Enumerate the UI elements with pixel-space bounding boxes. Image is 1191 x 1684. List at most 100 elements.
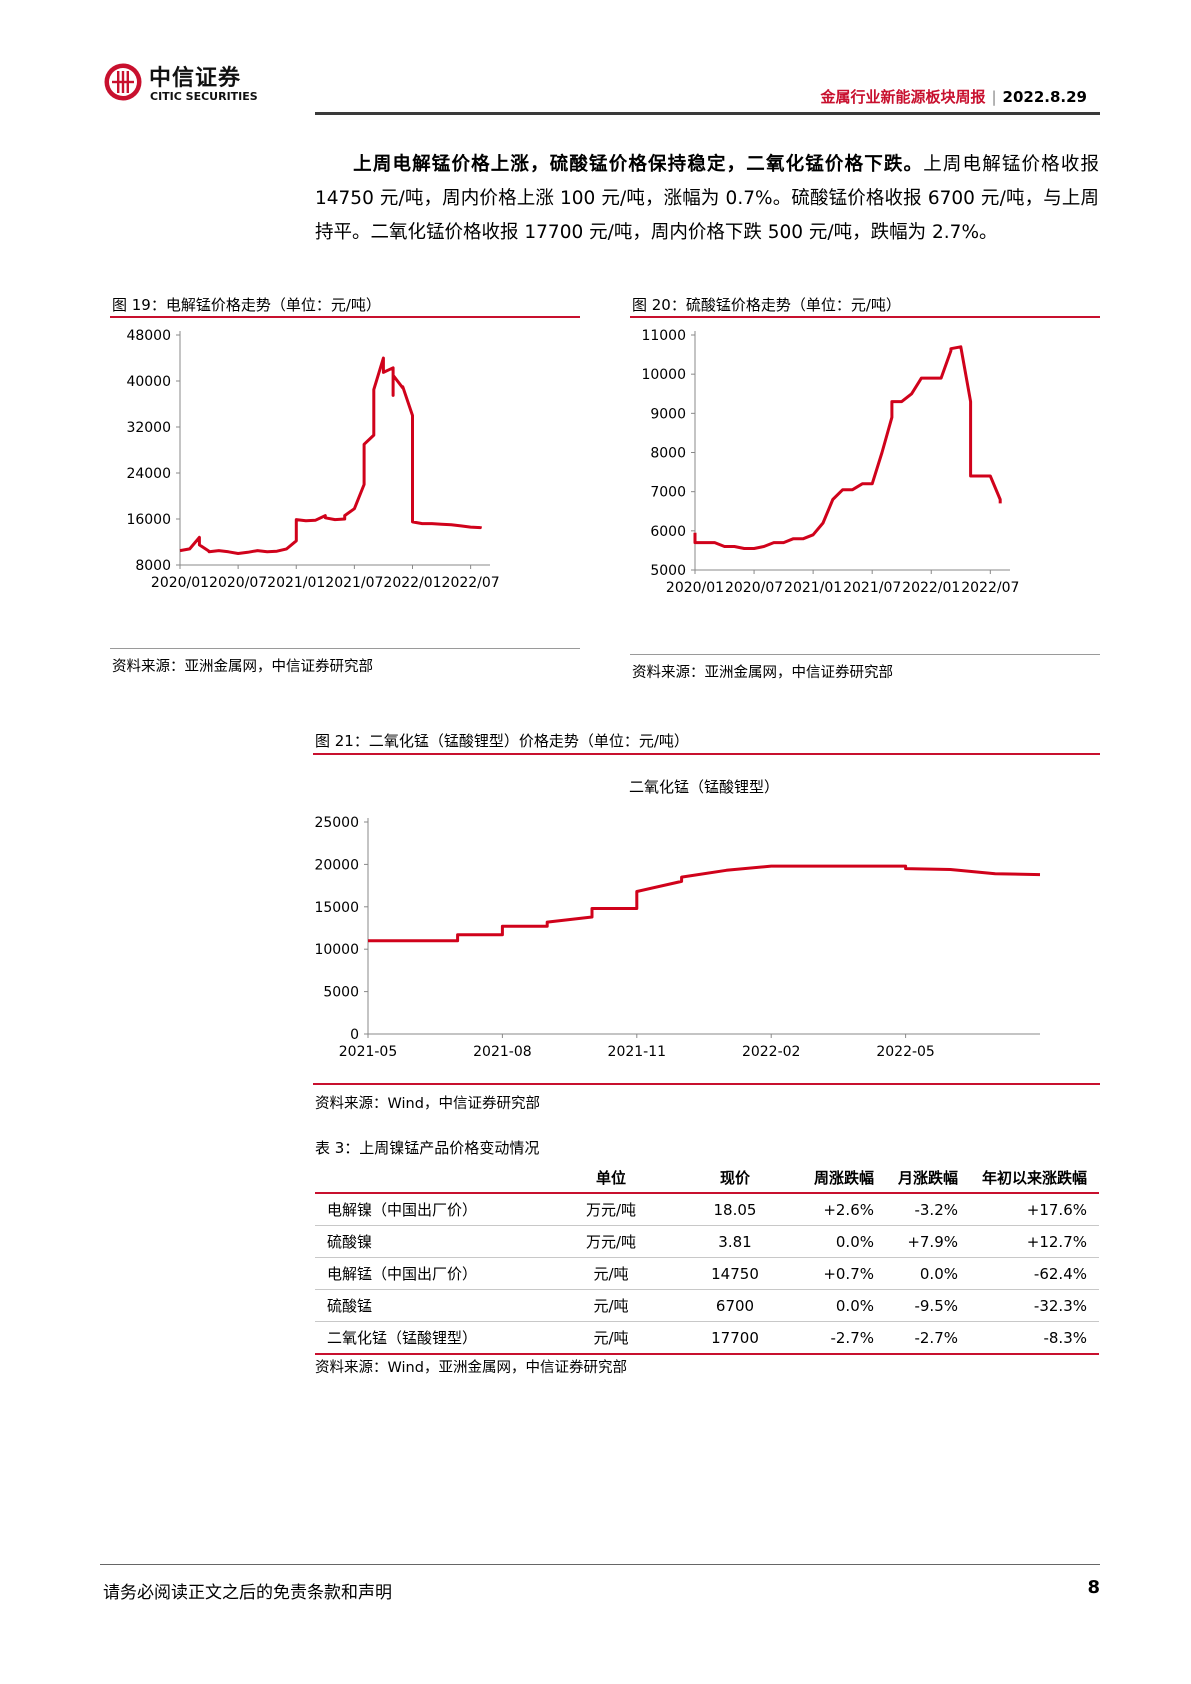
fig19-source: 资料来源：亚洲金属网，中信证券研究部 [112, 659, 373, 675]
x-tick-label: 2022/07 [961, 580, 1019, 596]
price-series-line [179, 356, 482, 555]
y-tick-label: 9000 [650, 406, 686, 422]
fig20-caption: 图 20：硫酸锰价格走势（单位：元/吨） [632, 296, 901, 314]
table-cell: 14750 [711, 1264, 759, 1283]
y-tick-label: 48000 [126, 328, 171, 344]
table-caption: 表 3：上周镍锰产品价格变动情况 [315, 1139, 540, 1157]
table-row: 硫酸镍 万元/吨 3.81 0.0% +7.9% +12.7% [315, 1226, 1099, 1258]
x-tick-label: 2020/01 [151, 575, 209, 591]
table-cell: 元/吨 [593, 1297, 629, 1315]
fig21-bottom-rule [313, 1083, 1100, 1085]
table-cell: 元/吨 [593, 1265, 629, 1283]
y-tick-label: 16000 [126, 512, 171, 528]
logo-english-name: CITIC SECURITIES [150, 90, 258, 103]
fig19-bottom-rule [110, 648, 580, 649]
table-cell: -62.4% [1033, 1264, 1087, 1283]
report-date: 2022.8.29 [1002, 88, 1087, 106]
footer-divider [100, 1564, 1100, 1565]
y-tick-label: 6000 [650, 524, 686, 540]
table-cell: 6700 [715, 1296, 755, 1315]
y-tick-label: 10000 [641, 367, 686, 383]
y-tick-label: 11000 [641, 328, 686, 344]
report-series-name: 金属行业新能源板块周报 [820, 88, 986, 106]
table-header-cell: 单位 [595, 1168, 626, 1187]
price-change-table: 单位 现价 周涨跌幅 月涨跌幅 年初以来涨跌幅 电解镍（中国出厂价） 万元/吨 … [315, 1162, 1099, 1355]
y-tick-label: 10000 [314, 942, 359, 958]
table-cell: 3.81 [718, 1232, 752, 1251]
y-tick-label: 24000 [126, 466, 171, 482]
x-tick-label: 2021/01 [784, 580, 842, 596]
table-header-cell: 现价 [719, 1168, 750, 1187]
y-tick-label: 5000 [323, 985, 359, 1001]
y-tick-label: 8000 [135, 558, 171, 574]
table-row: 硫酸锰 元/吨 6700 0.0% -9.5% -32.3% [315, 1290, 1099, 1322]
price-series-line [693, 345, 1002, 550]
table-cell: 硫酸镍 [327, 1233, 373, 1251]
fig21-top-rule [313, 753, 1100, 755]
fig21-chart: 0 5000 10000 15000 20000 25000 2021-05 2021-08 2… [314, 778, 1041, 1060]
table-row: 电解镍（中国出厂价） 万元/吨 18.05 +2.6% -3.2% +17.6% [315, 1193, 1099, 1226]
y-tick-label: 15000 [314, 900, 359, 916]
x-tick-label: 2022/07 [442, 575, 500, 591]
header-divider [315, 112, 1100, 115]
table-cell: 硫酸锰 [327, 1297, 373, 1315]
fig20-bottom-rule [630, 654, 1100, 655]
x-tick-label: 2020/01 [666, 580, 724, 596]
disclaimer-notice: 请务必阅读正文之后的免责条款和声明 [103, 1583, 392, 1603]
y-tick-label: 7000 [650, 485, 686, 501]
fig21-caption: 图 21：二氧化锰（锰酸锂型）价格走势（单位：元/吨） [315, 732, 689, 750]
summary-paragraph: 上周电解锰价格上涨，硫酸锰价格保持稳定，二氧化锰价格下跌。上周电解锰价格收报 1… [315, 148, 1099, 250]
company-logo: 中信证券 CITIC SECURITIES [103, 60, 268, 110]
table-cell: 元/吨 [593, 1329, 629, 1347]
page-number: 8 [1087, 1577, 1100, 1598]
paragraph-lead: 上周电解锰价格上涨，硫酸锰价格保持稳定，二氧化锰价格下跌。 [352, 154, 924, 175]
table-header-cell: 年初以来涨跌幅 [982, 1168, 1088, 1187]
table-header-cell: 月涨跌幅 [898, 1168, 959, 1187]
table-header-cell [315, 1162, 554, 1193]
y-tick-label: 5000 [650, 563, 686, 579]
title-separator: | [991, 88, 997, 106]
table-cell: +12.7% [1026, 1232, 1087, 1251]
table-cell: +2.6% [823, 1200, 874, 1219]
table-cell: 电解锰（中国出厂价） [327, 1265, 478, 1283]
fig20-source: 资料来源：亚洲金属网，中信证券研究部 [632, 665, 893, 681]
table-cell: 18.05 [713, 1200, 757, 1219]
fig19-top-rule [110, 316, 580, 318]
y-tick-label: 0 [350, 1027, 359, 1043]
x-tick-label: 2022/01 [383, 575, 441, 591]
report-title: 金属行业新能源板块周报 | 2022.8.29 [820, 86, 1087, 107]
x-tick-label: 2021/01 [267, 575, 325, 591]
x-tick-label: 2021/07 [325, 575, 383, 591]
table-header-row: 单位 现价 周涨跌幅 月涨跌幅 年初以来涨跌幅 [315, 1162, 1099, 1193]
table-cell: 0.0% [835, 1232, 874, 1251]
table-cell: 17700 [711, 1328, 759, 1347]
fig20-top-rule [630, 316, 1100, 318]
fig21-source: 资料来源：Wind，中信证券研究部 [315, 1096, 540, 1112]
table-header-cell: 周涨跌幅 [814, 1168, 875, 1187]
table-cell: 万元/吨 [585, 1233, 637, 1251]
y-tick-label: 25000 [314, 815, 359, 831]
x-tick-label: 2021-05 [339, 1044, 398, 1060]
chart-title: 二氧化锰（锰酸锂型） [629, 778, 779, 796]
table-cell: +0.7% [823, 1264, 874, 1283]
y-tick-label: 20000 [314, 857, 359, 873]
table-cell: -32.3% [1033, 1296, 1087, 1315]
table-cell: +17.6% [1026, 1200, 1087, 1219]
table-cell: 电解镍（中国出厂价） [327, 1201, 478, 1219]
table-cell: -9.5% [914, 1296, 958, 1315]
table-cell: 0.0% [919, 1264, 958, 1283]
y-tick-label: 8000 [650, 446, 686, 462]
x-tick-label: 2021/07 [843, 580, 901, 596]
x-tick-label: 2021-11 [608, 1044, 667, 1060]
table-cell: 二氧化锰（锰酸锂型） [327, 1329, 478, 1347]
y-tick-label: 32000 [126, 420, 171, 436]
table-cell: 万元/吨 [585, 1201, 637, 1219]
table-cell: +7.9% [907, 1232, 958, 1251]
citic-logo-icon [104, 63, 142, 101]
x-tick-label: 2020/07 [209, 575, 267, 591]
x-tick-label: 2022/01 [902, 580, 960, 596]
x-tick-label: 2020/07 [725, 580, 783, 596]
price-series-line [368, 864, 1041, 943]
fig19-caption: 图 19：电解锰价格走势（单位：元/吨） [112, 296, 381, 314]
